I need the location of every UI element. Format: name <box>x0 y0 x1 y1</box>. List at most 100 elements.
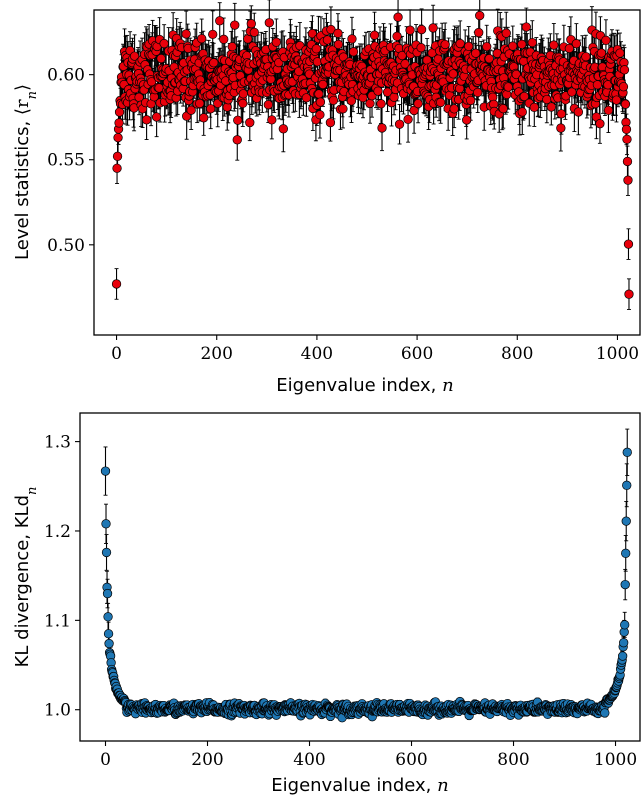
data-point <box>466 95 476 106</box>
data-point <box>556 123 566 133</box>
data-point <box>517 39 527 49</box>
data-point <box>246 19 256 29</box>
data-point <box>186 105 196 115</box>
data-point <box>462 115 472 125</box>
data-point <box>377 123 387 133</box>
data-point <box>619 65 630 75</box>
plot-frame <box>93 9 641 336</box>
data-point <box>199 113 209 123</box>
y-tick-label: 0.55 <box>47 151 85 171</box>
data-point <box>564 43 575 54</box>
data-point <box>392 31 402 41</box>
data-point <box>111 279 122 289</box>
data-point <box>622 134 632 144</box>
data-point <box>333 39 344 50</box>
data-point <box>416 43 426 53</box>
data-point <box>365 98 375 109</box>
data-point <box>322 35 333 45</box>
data-point <box>615 48 625 58</box>
data-point <box>498 104 508 114</box>
data-point <box>238 98 248 109</box>
data-point <box>400 59 410 69</box>
data-point <box>315 110 325 120</box>
data-point <box>624 289 634 299</box>
data-point <box>314 89 324 99</box>
data-point <box>409 105 419 116</box>
data-point <box>620 99 631 109</box>
data-point <box>333 28 343 38</box>
data-point <box>348 47 359 57</box>
data-point <box>595 119 605 129</box>
data-point <box>455 83 465 94</box>
data-point <box>267 115 277 125</box>
data-point <box>511 69 521 80</box>
data-point <box>376 99 386 109</box>
data-point <box>209 58 219 68</box>
data-point <box>403 114 413 125</box>
data-point <box>473 87 483 98</box>
data-point <box>112 151 123 161</box>
data-point <box>346 96 357 106</box>
y-axis: 0.50 0.55 0.60 <box>47 66 94 256</box>
data-point <box>549 40 559 50</box>
data-point <box>311 44 322 54</box>
data-point <box>278 124 288 134</box>
data-point <box>581 52 591 62</box>
x-tick-label: 800 <box>501 344 533 364</box>
data-point <box>206 104 216 114</box>
data-point <box>159 38 169 49</box>
data-point <box>114 118 124 128</box>
x-tick-label: 1000 <box>596 344 639 364</box>
data-point <box>208 29 218 40</box>
data-point <box>596 48 607 58</box>
data-point <box>503 82 513 92</box>
data-point <box>263 100 273 110</box>
data-point <box>601 35 611 45</box>
data-point <box>232 135 242 145</box>
data-point <box>618 82 629 92</box>
data-point <box>271 37 281 47</box>
data-point <box>245 117 255 128</box>
data-point <box>369 30 380 40</box>
data-point <box>347 34 357 44</box>
data-point <box>393 12 403 22</box>
y-axis-label: Level statistics, ⟨rn⟩ <box>12 84 40 260</box>
data-point <box>502 89 512 100</box>
data-point <box>623 175 633 185</box>
data-point <box>435 97 446 108</box>
y-tick-label: 0.60 <box>47 66 85 86</box>
data-point <box>455 38 465 49</box>
data-point <box>307 28 318 39</box>
data-point <box>358 93 368 103</box>
x-tick-label: 400 <box>301 344 333 364</box>
data-point <box>474 27 484 38</box>
kl-divergence-points <box>100 428 632 723</box>
data-point <box>556 109 567 119</box>
data-point <box>482 41 492 52</box>
data-point <box>567 87 577 97</box>
y-tick-label: 0.50 <box>47 236 85 256</box>
data-point <box>413 98 423 109</box>
data-point <box>181 29 191 39</box>
data-point <box>542 94 552 105</box>
x-axis: 0 200 400 600 800 1000 <box>111 335 639 364</box>
data-point <box>571 39 582 49</box>
data-point <box>197 34 207 44</box>
data-point <box>464 41 474 51</box>
data-point <box>573 107 584 117</box>
data-point <box>475 10 485 21</box>
data-point <box>318 79 328 90</box>
data-point <box>113 132 123 143</box>
data-point <box>394 119 405 129</box>
data-point <box>141 115 152 125</box>
data-point <box>449 104 459 114</box>
data-point <box>195 98 205 109</box>
data-point <box>621 124 632 135</box>
data-point <box>440 39 450 50</box>
level-statistics-panel: 0 200 400 600 800 1000 0.50 0.55 0.60 Eigenvalu… <box>12 0 641 396</box>
data-point <box>325 117 336 128</box>
data-point <box>219 34 229 44</box>
data-point <box>238 89 248 99</box>
x-tick-label: 600 <box>401 344 433 364</box>
data-point <box>373 86 383 96</box>
